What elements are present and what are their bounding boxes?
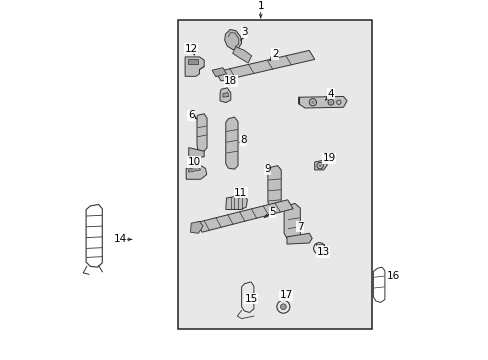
Text: 2: 2	[271, 49, 278, 59]
Polygon shape	[187, 59, 197, 64]
Polygon shape	[188, 166, 200, 172]
Polygon shape	[284, 203, 300, 240]
Polygon shape	[188, 148, 204, 157]
Text: 13: 13	[316, 247, 329, 257]
Polygon shape	[298, 96, 346, 108]
Text: 15: 15	[244, 294, 257, 304]
Polygon shape	[197, 200, 292, 232]
Polygon shape	[224, 30, 241, 50]
Circle shape	[280, 304, 285, 310]
Polygon shape	[225, 195, 247, 210]
Polygon shape	[185, 57, 204, 76]
Text: 1: 1	[257, 1, 264, 12]
Text: 5: 5	[269, 207, 275, 217]
Polygon shape	[197, 114, 206, 152]
Polygon shape	[232, 47, 251, 63]
Text: 8: 8	[240, 135, 246, 145]
Text: 3: 3	[241, 27, 247, 37]
Bar	[178, 20, 371, 329]
Text: 6: 6	[187, 110, 194, 120]
Polygon shape	[186, 165, 206, 179]
Polygon shape	[286, 233, 311, 244]
Text: 4: 4	[327, 89, 333, 99]
Polygon shape	[212, 68, 226, 77]
Polygon shape	[223, 93, 228, 97]
Text: 7: 7	[296, 222, 303, 232]
Polygon shape	[267, 166, 281, 209]
Text: 19: 19	[322, 153, 335, 163]
Polygon shape	[190, 221, 203, 233]
Polygon shape	[314, 160, 326, 170]
Text: 14: 14	[113, 234, 127, 244]
Text: 11: 11	[234, 188, 247, 198]
Text: 16: 16	[386, 271, 400, 282]
Text: 9: 9	[264, 164, 270, 174]
Text: 10: 10	[187, 157, 200, 167]
Text: 18: 18	[224, 76, 237, 86]
Polygon shape	[215, 50, 314, 81]
Text: 17: 17	[279, 290, 292, 300]
Polygon shape	[225, 117, 238, 169]
Circle shape	[318, 165, 321, 167]
Polygon shape	[220, 88, 230, 103]
Circle shape	[317, 246, 321, 251]
Circle shape	[329, 101, 331, 103]
Circle shape	[311, 101, 314, 104]
Text: 12: 12	[184, 44, 198, 54]
